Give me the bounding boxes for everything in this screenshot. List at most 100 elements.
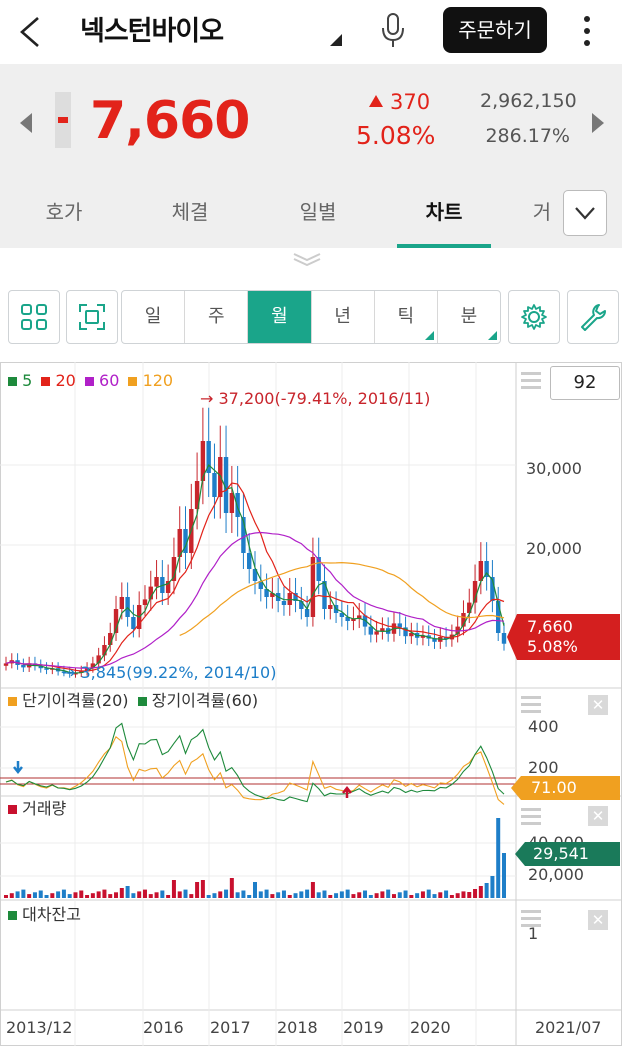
candle-body <box>148 586 153 600</box>
candle-body <box>177 529 182 557</box>
candle-body <box>299 601 304 609</box>
candle-body <box>345 617 350 621</box>
prev-stock-arrow-icon[interactable] <box>18 112 34 134</box>
stock-name[interactable]: 넥스턴바이오 <box>80 16 224 47</box>
chevron-left-icon[interactable] <box>14 12 44 52</box>
volume-bar <box>32 892 37 898</box>
close-panel-icon[interactable]: ✕ <box>588 695 608 715</box>
up-triangle-icon <box>369 95 383 107</box>
candle-body <box>281 601 287 605</box>
short-disparity-line <box>5 735 505 805</box>
dropdown-triangle-icon[interactable] <box>330 34 342 46</box>
microphone-icon[interactable] <box>378 10 408 50</box>
period-year[interactable]: 년 <box>312 291 375 343</box>
volume-bar <box>56 891 61 898</box>
low-price-note: 3,845(99.22%, 2014/10) <box>80 663 277 682</box>
candle-body <box>403 627 408 637</box>
candle-body <box>264 589 269 597</box>
chart-settings-button[interactable] <box>508 290 560 344</box>
volume-label: 거래량 <box>22 799 67 818</box>
volume-bar <box>85 895 90 898</box>
tab-chart[interactable]: 차트 <box>425 200 463 224</box>
ma5-label: 5 <box>22 371 33 390</box>
close-panel-icon[interactable]: ✕ <box>588 806 608 826</box>
volume-bar <box>368 895 373 898</box>
change-percent: 5.08% <box>356 121 436 150</box>
fullscreen-button[interactable] <box>66 290 118 344</box>
volume-bar <box>490 876 495 898</box>
volume-bar <box>310 882 315 898</box>
volume-bar <box>114 892 119 898</box>
moving-average-lines <box>5 464 505 674</box>
volume-bar <box>287 895 292 898</box>
disparity-tick-200: 200 <box>528 758 559 777</box>
candle-body <box>374 631 379 635</box>
candle-body <box>247 553 252 569</box>
y-tick-20000: 20,000 <box>526 539 582 558</box>
volume-bar <box>137 891 142 898</box>
volume-bar <box>171 880 176 898</box>
ma20-swatch <box>41 377 51 386</box>
tab-daily[interactable]: 일별 <box>299 200 337 224</box>
next-stock-arrow-icon[interactable] <box>590 112 606 134</box>
chart-area[interactable] <box>0 362 622 1046</box>
panel-menu-icon[interactable] <box>520 806 542 828</box>
period-day[interactable]: 일 <box>122 291 186 343</box>
period-week[interactable]: 주 <box>185 291 249 343</box>
tab-trades[interactable]: 체결 <box>171 200 209 224</box>
panel-menu-icon[interactable] <box>520 694 542 716</box>
loan-tick-1: 1 <box>528 924 539 943</box>
tab-more[interactable]: 거 <box>532 200 552 224</box>
volume-bar <box>229 878 234 898</box>
period-minute[interactable]: 분 <box>438 291 500 343</box>
last-price-value: 7,660 <box>527 617 573 636</box>
candle-body <box>368 626 374 635</box>
ma5-swatch <box>8 377 17 386</box>
app-header: 넥스턴바이오 주문하기 <box>0 0 622 64</box>
grid-icon <box>21 304 47 330</box>
volume-bar <box>438 892 443 898</box>
period-month[interactable]: 월 <box>248 291 312 343</box>
volume-bar <box>299 891 304 898</box>
candle-body <box>131 617 136 629</box>
candle-body <box>84 668 90 672</box>
candle-body <box>206 441 211 473</box>
grid-layout-button[interactable] <box>8 290 60 344</box>
moving-average-line <box>5 464 505 674</box>
volume-bar <box>357 892 362 898</box>
volume-bar <box>496 818 501 898</box>
volume-bar <box>258 891 263 898</box>
chart-tools-button[interactable] <box>567 290 619 344</box>
submenu-corner-icon <box>424 331 434 340</box>
volume-bar <box>415 893 420 898</box>
volume-bar <box>102 889 107 898</box>
candle-body <box>478 561 484 581</box>
tab-expand-button[interactable] <box>563 190 607 236</box>
high-price-note: 37,200(-79.41%, 2016/11) <box>218 389 431 408</box>
drag-handle-icon[interactable] <box>292 252 322 266</box>
volume-bar <box>397 892 402 898</box>
kebab-menu-icon[interactable] <box>580 12 594 52</box>
candle-body <box>61 671 67 673</box>
panel-menu-icon[interactable] <box>520 370 542 392</box>
volume-bar <box>189 894 194 898</box>
disparity-value-badge: 71.00 <box>511 776 620 800</box>
period-tick[interactable]: 틱 <box>375 291 438 343</box>
panel-menu-icon[interactable] <box>520 908 542 930</box>
volume-swatch <box>8 805 17 814</box>
tab-orderbook[interactable]: 호가 <box>45 200 83 224</box>
volume-bar <box>79 890 84 898</box>
candle-body <box>102 645 107 656</box>
close-panel-icon[interactable]: ✕ <box>588 910 608 930</box>
period-tick-label: 틱 <box>397 306 415 327</box>
volume-bar <box>90 893 95 898</box>
volume-tick-20000: 20,000 <box>528 865 584 884</box>
order-button[interactable]: 주문하기 <box>443 7 547 53</box>
x-tick: 2020 <box>410 1018 451 1037</box>
chevron-down-icon <box>575 207 595 220</box>
long-disparity-line <box>5 722 505 803</box>
volume-bar <box>293 893 298 898</box>
candle-count-input[interactable]: 92 <box>550 366 620 400</box>
volume-bar <box>96 891 101 898</box>
wrench-icon <box>581 304 607 331</box>
